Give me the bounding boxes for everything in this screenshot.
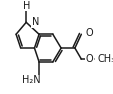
Text: CH₃: CH₃ <box>97 54 113 64</box>
Text: H: H <box>22 1 30 11</box>
Text: O: O <box>85 54 93 64</box>
Text: H₂N: H₂N <box>22 75 41 85</box>
Text: N: N <box>31 17 39 27</box>
Text: O: O <box>85 28 93 38</box>
